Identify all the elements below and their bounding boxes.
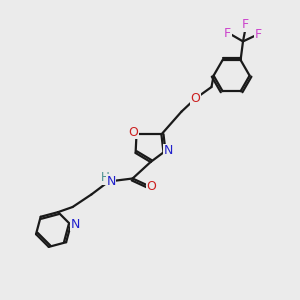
Text: O: O (128, 125, 138, 139)
Text: H: H (101, 171, 110, 184)
Text: O: O (146, 179, 156, 193)
Text: F: F (224, 27, 231, 40)
Text: N: N (70, 218, 80, 231)
Text: F: F (255, 28, 262, 41)
Text: N: N (106, 175, 116, 188)
Text: O: O (191, 92, 200, 105)
Text: F: F (242, 18, 249, 31)
Text: N: N (163, 144, 173, 158)
